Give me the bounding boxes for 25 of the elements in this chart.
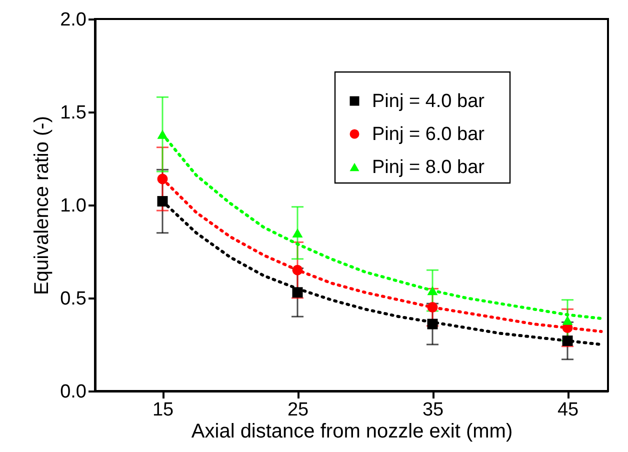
y-tick-label: 1.0: [60, 196, 86, 216]
point: [292, 228, 303, 238]
y-tick-label: 0.0: [60, 382, 86, 402]
point: [562, 336, 573, 346]
x-tick-label: 35: [422, 400, 444, 420]
point: [157, 174, 168, 184]
y-axis-title: Equivalence ratio (-): [31, 116, 54, 295]
y-tick-label: 0.5: [60, 288, 86, 310]
legend-label: Pinj = 4.0 bar: [372, 91, 486, 112]
point: [562, 316, 573, 325]
point: [427, 318, 438, 330]
point: [292, 287, 303, 298]
point: [427, 302, 438, 313]
legend-label: Pinj = 8.0 bar: [372, 157, 486, 178]
point: [292, 264, 303, 276]
x-tick-label: 45: [557, 400, 579, 420]
x-axis-title: Axial distance from nozzle exit (mm): [191, 420, 513, 442]
x-tick-label: 15: [152, 400, 174, 420]
y-tick-label: 1.5: [60, 102, 86, 124]
point: [157, 130, 168, 139]
y-tick-label: 2.0: [60, 10, 86, 30]
legend-label: Pinj = 6.0 bar: [372, 124, 486, 145]
point: [157, 196, 168, 207]
x-tick-label: 25: [287, 400, 309, 420]
point: [427, 286, 438, 296]
